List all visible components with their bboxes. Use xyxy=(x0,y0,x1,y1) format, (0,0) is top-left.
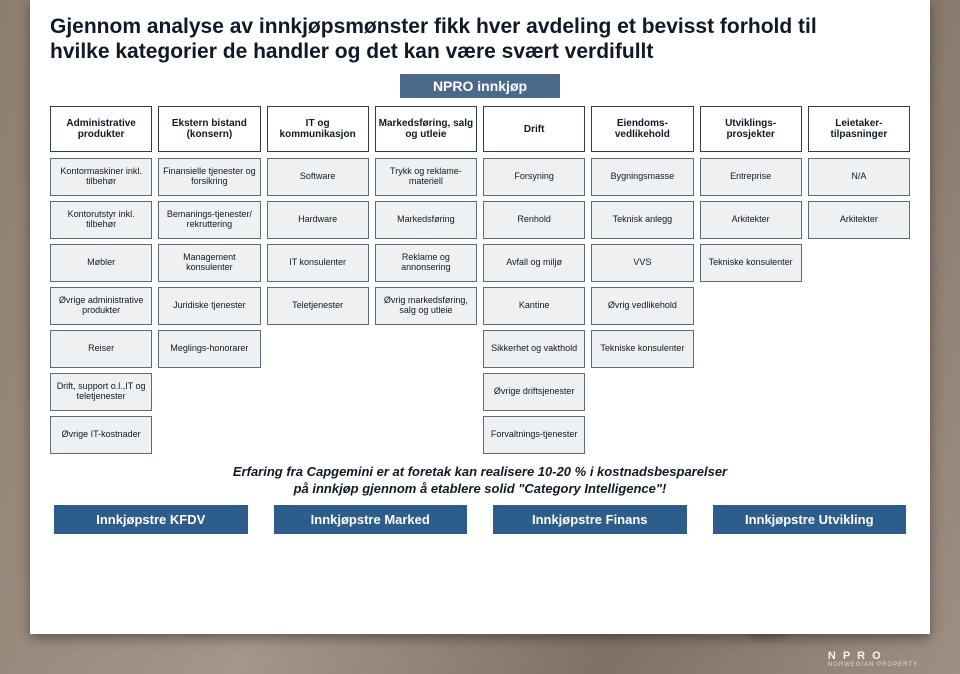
colhead-3: Markedsføring, salg og utleie xyxy=(375,106,477,152)
col-5: Bygningsmasse Teknisk anlegg VVS Øvrig v… xyxy=(591,158,693,454)
cell-2-0: Møbler xyxy=(50,244,152,282)
colhead-6: Utviklings-prosjekter xyxy=(700,106,802,152)
cell-4-0: Reiser xyxy=(50,330,152,368)
cell-1-7: Arkitekter xyxy=(808,201,910,239)
cell-6-4: Forvaltnings-tjenester xyxy=(483,416,585,454)
btn-finans[interactable]: Innkjøpstre Finans xyxy=(493,505,687,534)
cell-2-4: Avfall og miljø xyxy=(483,244,585,282)
colhead-1: Ekstern bistand (konsern) xyxy=(158,106,260,152)
cell-1-5: Teknisk anlegg xyxy=(591,201,693,239)
cell-2-6: Tekniske konsulenter xyxy=(700,244,802,282)
cell-3-0: Øvrige administrative produkter xyxy=(50,287,152,325)
colhead-0: Administrative produkter xyxy=(50,106,152,152)
cell-2-2: IT konsulenter xyxy=(267,244,369,282)
insight-line-2: på innkjøp gjennom å etablere solid "Cat… xyxy=(294,481,667,496)
cell-1-2: Hardware xyxy=(267,201,369,239)
button-row: Innkjøpstre KFDV Innkjøpstre Marked Innk… xyxy=(50,505,910,534)
colhead-7: Leietaker-tilpasninger xyxy=(808,106,910,152)
cell-2-3: Reklame og annonsering xyxy=(375,244,477,282)
cell-5-0: Drift, support o.l.,IT og teletjenester xyxy=(50,373,152,411)
cell-3-1: Juridiske tjenester xyxy=(158,287,260,325)
col-4: Forsyning Renhold Avfall og miljø Kantin… xyxy=(483,158,585,454)
logo-sub: NORWEGIAN PROPERTY xyxy=(828,662,918,668)
cell-1-3: Markedsføring xyxy=(375,201,477,239)
colhead-5: Eiendoms-vedlikehold xyxy=(591,106,693,152)
col-0: Kontormaskiner inkl. tilbehør Kontorutst… xyxy=(50,158,152,454)
cell-0-4: Forsyning xyxy=(483,158,585,196)
btn-kfdv[interactable]: Innkjøpstre KFDV xyxy=(54,505,248,534)
insight-text: Erfaring fra Capgemini er at foretak kan… xyxy=(50,464,910,497)
cell-1-0: Kontorutstyr inkl. tilbehør xyxy=(50,201,152,239)
npro-logo: N P R O NORWEGIAN PROPERTY xyxy=(828,650,918,668)
cell-0-7: N/A xyxy=(808,158,910,196)
cell-6-0: Øvrige IT-kostnader xyxy=(50,416,152,454)
cell-2-5: VVS xyxy=(591,244,693,282)
cell-3-4: Kantine xyxy=(483,287,585,325)
title-line-2: hvilke kategorier de handler og det kan … xyxy=(50,40,653,63)
cell-0-6: Entreprise xyxy=(700,158,802,196)
cell-0-5: Bygningsmasse xyxy=(591,158,693,196)
col-3: Trykk og reklame-materiell Markedsføring… xyxy=(375,158,477,454)
column-header-row: Administrative produkter Ekstern bistand… xyxy=(50,106,910,152)
cell-0-2: Software xyxy=(267,158,369,196)
cell-2-1: Management konsulenter xyxy=(158,244,260,282)
cell-0-1: Finansielle tjenester og forsikring xyxy=(158,158,260,196)
cell-4-1: Meglings-honorarer xyxy=(158,330,260,368)
btn-utvikling[interactable]: Innkjøpstre Utvikling xyxy=(713,505,907,534)
root-chip: NPRO innkjøp xyxy=(400,74,560,98)
cell-5-4: Øvrige driftsjenester xyxy=(483,373,585,411)
cell-4-4: Sikkerhet og vakthold xyxy=(483,330,585,368)
insight-line-1: Erfaring fra Capgemini er at foretak kan… xyxy=(233,464,727,479)
cell-4-5: Tekniske konsulenter xyxy=(591,330,693,368)
col-1: Finansielle tjenester og forsikring Bema… xyxy=(158,158,260,454)
page-title: Gjennom analyse av innkjøpsmønster fikk … xyxy=(50,14,910,64)
cell-1-1: Bemanings-tjenester/ rekruttering xyxy=(158,201,260,239)
colhead-4: Drift xyxy=(483,106,585,152)
logo-text: N P R O xyxy=(828,650,883,662)
cell-1-4: Renhold xyxy=(483,201,585,239)
slide-page: Gjennom analyse av innkjøpsmønster fikk … xyxy=(30,0,930,634)
title-line-1: Gjennom analyse av innkjøpsmønster fikk … xyxy=(50,15,817,38)
cell-3-2: Teletjenester xyxy=(267,287,369,325)
col-7: N/A Arkitekter xyxy=(808,158,910,454)
btn-marked[interactable]: Innkjøpstre Marked xyxy=(274,505,468,534)
cell-1-6: Arkitekter xyxy=(700,201,802,239)
col-6: Entreprise Arkitekter Tekniske konsulent… xyxy=(700,158,802,454)
col-2: Software Hardware IT konsulenter Teletje… xyxy=(267,158,369,454)
cell-3-3: Øvrig markedsføring, salg og utleie xyxy=(375,287,477,325)
colhead-2: IT og kommunikasjon xyxy=(267,106,369,152)
category-matrix: Kontormaskiner inkl. tilbehør Kontorutst… xyxy=(50,158,910,454)
cell-3-5: Øvrig vedlikehold xyxy=(591,287,693,325)
cell-0-0: Kontormaskiner inkl. tilbehør xyxy=(50,158,152,196)
cell-0-3: Trykk og reklame-materiell xyxy=(375,158,477,196)
